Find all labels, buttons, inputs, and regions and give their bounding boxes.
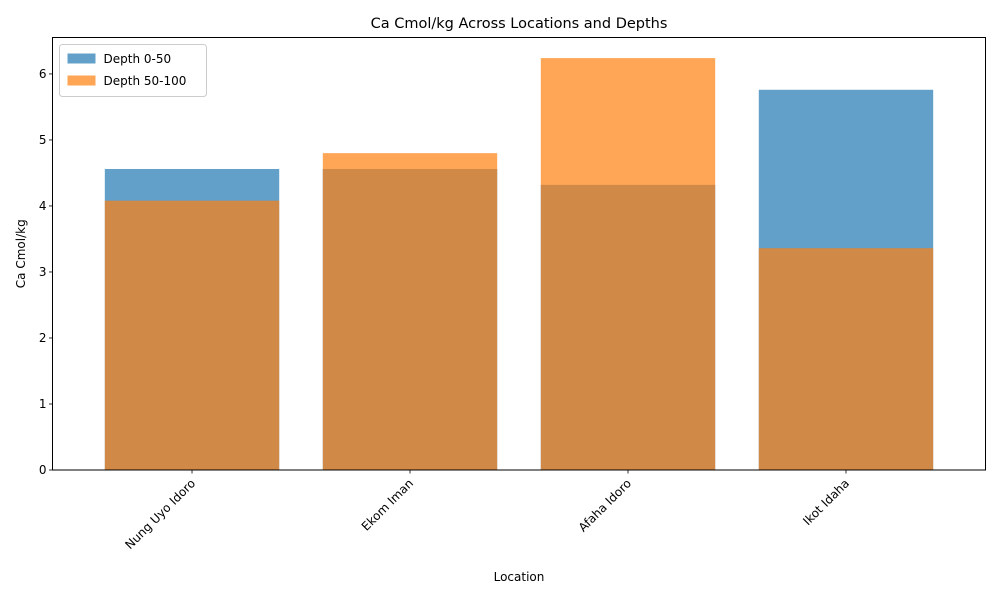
chart-title: Ca Cmol/kg Across Locations and Depths: [371, 16, 668, 32]
y-tick-label: 4: [39, 199, 47, 213]
bar-series2-3: [540, 58, 716, 470]
y-axis-label: Ca Cmol/kg: [14, 219, 28, 288]
legend: Depth 0-50 Depth 50-100: [59, 44, 207, 97]
legend-swatch-1: [67, 53, 96, 64]
y-tick-label: 5: [39, 133, 47, 147]
legend-box: [59, 44, 207, 97]
x-axis-label: Location: [494, 570, 545, 584]
bar-series2-2: [322, 153, 498, 470]
legend-label-1: Depth 0-50: [104, 52, 172, 66]
y-tick-label: 6: [39, 67, 47, 81]
bar-series2-4: [758, 248, 934, 470]
legend-swatch-2: [67, 75, 96, 86]
plot-frame: [52, 37, 986, 471]
y-tick-label: 3: [39, 265, 47, 279]
y-axis: 0 1 2 3 4 5 6: [39, 67, 53, 477]
legend-label-2: Depth 50-100: [104, 74, 187, 88]
y-tick-label: 2: [39, 331, 47, 345]
bar-series2-1: [104, 200, 280, 470]
y-tick-label: 1: [39, 397, 47, 411]
y-tick-label: 0: [39, 463, 47, 477]
bars-layer: [104, 58, 934, 471]
